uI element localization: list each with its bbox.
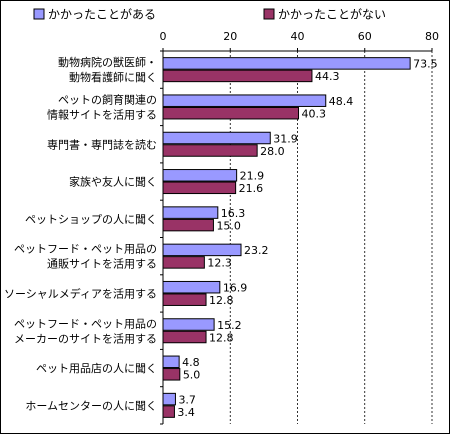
- bar-series2: [162, 405, 175, 418]
- legend-label-1: かかったことがある: [48, 7, 156, 22]
- category-label: ソーシャルメディアを活用する: [4, 286, 157, 300]
- bar-series2: [162, 106, 300, 120]
- bar-series1: [162, 169, 238, 182]
- bar-series1: [162, 355, 180, 369]
- data-label: 15.0: [216, 219, 241, 232]
- bar-series2: [162, 218, 214, 232]
- data-label: 16.9: [223, 281, 248, 294]
- data-label: 31.9: [273, 132, 298, 145]
- data-label: 21.6: [239, 182, 264, 195]
- x-tick-label: 20: [223, 30, 237, 43]
- data-label: 21.9: [240, 170, 264, 183]
- legend: かかったことがある かかったことがない: [33, 7, 386, 22]
- category-label: ペット用品店の人に聞く: [36, 361, 157, 375]
- data-label: 12.8: [209, 331, 234, 344]
- bar-series1: [162, 131, 271, 145]
- x-tick-label: 60: [358, 30, 372, 43]
- category-label: 動物看護師に聞く: [69, 70, 157, 84]
- bar-series1: [162, 392, 176, 406]
- x-tick-label: 80: [425, 30, 439, 43]
- data-label: 3.7: [178, 393, 196, 406]
- category-label: ペットショップの人に聞く: [25, 213, 157, 226]
- bar-series1: [162, 318, 215, 331]
- bar-series2: [162, 368, 181, 381]
- category-labels: 動物病院の獣医師・動物看護師に聞くペットの飼育関連の情報サイトを活用する専門書・…: [4, 55, 157, 412]
- data-label: 23.2: [244, 244, 269, 257]
- legend-swatch-1: [33, 8, 45, 20]
- category-label: ホームセンターの人に聞く: [25, 399, 157, 412]
- category-label: ペットの飼育関連の: [58, 92, 157, 106]
- bar-series1: [162, 57, 411, 70]
- legend-swatch-2: [263, 8, 275, 20]
- data-label: 73.5: [413, 58, 438, 71]
- data-label: 40.3: [302, 107, 327, 120]
- x-tick-label: 40: [291, 30, 305, 43]
- bar-series2: [162, 69, 313, 83]
- category-label: ペットフード・ペット用品の: [14, 317, 157, 330]
- x-tick-label: 0: [160, 30, 167, 43]
- bar-series2: [162, 181, 237, 195]
- bar-series1: [162, 94, 327, 107]
- category-label: 動物病院の獣医師・: [58, 55, 157, 69]
- bar-series2: [162, 144, 258, 157]
- data-label: 16.3: [221, 207, 246, 220]
- data-label: 28.0: [260, 145, 285, 158]
- data-label: 4.8: [182, 356, 200, 369]
- data-label: 12.3: [207, 257, 232, 270]
- bar-series2: [162, 256, 205, 269]
- bar-series1: [162, 280, 221, 294]
- data-label: 5.0: [183, 369, 201, 382]
- category-label: 家族や友人に聞く: [69, 175, 157, 189]
- category-label: 情報サイトを活用する: [47, 108, 157, 121]
- bar-series1: [162, 243, 242, 257]
- data-label: 44.3: [315, 70, 340, 83]
- bar-series1: [162, 206, 219, 219]
- plot-area: 73.5 44.3 48.440.3 31.928.0 21.921.6 16.315.0…: [160, 48, 438, 425]
- category-label: メーカーのサイトを活用する: [14, 332, 157, 345]
- bar-series2: [162, 330, 207, 344]
- bar-series2: [162, 293, 207, 306]
- legend-label-2: かかったことがない: [278, 7, 386, 22]
- category-label: 通販サイトを活用する: [47, 258, 157, 271]
- data-label: 12.8: [209, 294, 234, 307]
- data-label: 15.2: [217, 319, 242, 332]
- x-axis-ticks: 0 20 40 60 80: [160, 30, 440, 43]
- data-label: 3.4: [177, 406, 195, 419]
- category-label: 専門書・専門誌を読む: [47, 137, 157, 151]
- category-label: ペットフード・ペット用品の: [14, 243, 157, 256]
- data-label: 48.4: [329, 95, 354, 108]
